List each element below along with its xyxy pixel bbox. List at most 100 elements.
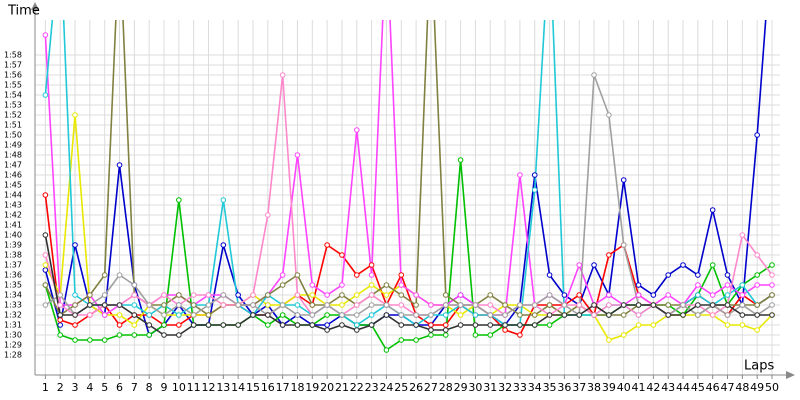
- series-line: [44, 74, 773, 317]
- lap-point: [754, 312, 760, 318]
- lap-point: [101, 272, 108, 278]
- lap-point: [606, 252, 612, 258]
- lap-point: [42, 32, 49, 38]
- x-tick-label: 31: [483, 381, 497, 394]
- lap-point: [695, 312, 701, 318]
- lap-point: [531, 187, 538, 193]
- lap-point: [546, 312, 553, 318]
- lap-point: [487, 312, 494, 318]
- lap-point: [220, 302, 227, 308]
- lap-point: [546, 302, 553, 308]
- lap-point: [442, 322, 449, 328]
- x-tick-label: 50: [765, 381, 779, 394]
- lap-point: [695, 302, 701, 308]
- x-tick-label: 14: [231, 381, 245, 394]
- lap-point: [279, 322, 286, 328]
- x-tick-label: 48: [735, 381, 749, 394]
- lap-point: [146, 322, 152, 328]
- lap-point: [42, 282, 49, 288]
- lap-point: [428, 302, 434, 308]
- lap-point: [265, 322, 271, 328]
- x-tick-label: 38: [587, 381, 601, 394]
- lap-point: [769, 302, 775, 308]
- x-tick-label: 47: [721, 381, 735, 394]
- lap-point: [116, 312, 123, 318]
- lap-point: [294, 312, 301, 318]
- lap-point: [398, 272, 405, 278]
- lap-point: [635, 302, 642, 308]
- lap-point: [205, 322, 212, 328]
- lap-point: [309, 312, 316, 318]
- lap-point: [353, 272, 360, 278]
- lap-point: [606, 112, 612, 118]
- y-tick-label: 1:44: [4, 191, 22, 200]
- lap-point: [42, 92, 49, 98]
- lap-point: [561, 302, 568, 308]
- lap-point: [324, 302, 330, 308]
- y-tick-label: 1:32: [4, 311, 22, 320]
- lap-point: [116, 162, 123, 168]
- series-line: [44, 20, 772, 317]
- lap-point: [695, 272, 701, 278]
- lap-point: [546, 292, 553, 298]
- y-axis-title: Time: [7, 4, 40, 19]
- y-tick-label: 1:43: [4, 201, 22, 210]
- lap-point: [724, 272, 731, 278]
- x-tick-label: 32: [498, 381, 512, 394]
- lap-point: [383, 312, 390, 318]
- lap-point: [620, 332, 627, 338]
- lap-point: [279, 72, 286, 78]
- lap-point: [250, 292, 256, 298]
- lap-point: [620, 242, 627, 248]
- x-axis-arrow: [786, 371, 795, 379]
- x-axis-title: Laps: [744, 359, 774, 374]
- lap-point: [324, 327, 330, 333]
- lap-point: [131, 282, 138, 288]
- lap-point: [457, 292, 464, 298]
- lap-point: [606, 292, 612, 298]
- x-tick-label: 1: [42, 381, 49, 394]
- lap-point: [635, 292, 642, 298]
- lap-point: [324, 312, 330, 318]
- x-tick-label: 6: [116, 381, 123, 394]
- lap-point: [116, 332, 123, 338]
- y-tick-label: 1:58: [4, 51, 22, 60]
- lap-point: [176, 332, 182, 338]
- lap-point: [146, 332, 152, 338]
- lap-point: [176, 292, 182, 298]
- lap-point: [606, 337, 612, 343]
- lap-point: [383, 347, 390, 353]
- lap-point: [161, 302, 167, 308]
- lap-point: [635, 322, 642, 328]
- lap-point: [739, 232, 746, 238]
- lap-point: [279, 312, 286, 318]
- lap-point: [131, 292, 138, 298]
- lap-point: [561, 312, 568, 318]
- lap-point: [531, 172, 538, 178]
- x-tick-label: 13: [216, 381, 230, 394]
- lap-point: [339, 322, 345, 328]
- lap-point: [576, 312, 583, 318]
- lap-point: [176, 302, 182, 308]
- x-tick-label: 17: [276, 381, 290, 394]
- lap-point: [42, 232, 49, 238]
- lap-point: [87, 337, 93, 343]
- y-tick-label: 1:42: [4, 211, 22, 220]
- lap-point: [739, 302, 746, 308]
- lap-point: [87, 302, 93, 308]
- series-line: [44, 20, 773, 317]
- lap-point: [309, 302, 316, 308]
- x-tick-label: 10: [172, 381, 186, 394]
- series-line: [44, 20, 773, 326]
- y-tick-label: 1:47: [4, 161, 22, 170]
- lap-point: [413, 302, 419, 308]
- y-tick-label: 1:30: [4, 331, 22, 340]
- lap-point: [279, 282, 286, 288]
- lap-point: [309, 292, 316, 298]
- lap-point: [220, 197, 227, 203]
- y-tick-label: 1:40: [4, 231, 22, 240]
- lap-point: [57, 322, 64, 328]
- lap-point: [353, 292, 360, 298]
- lap-point: [428, 332, 434, 338]
- lap-point: [57, 317, 64, 323]
